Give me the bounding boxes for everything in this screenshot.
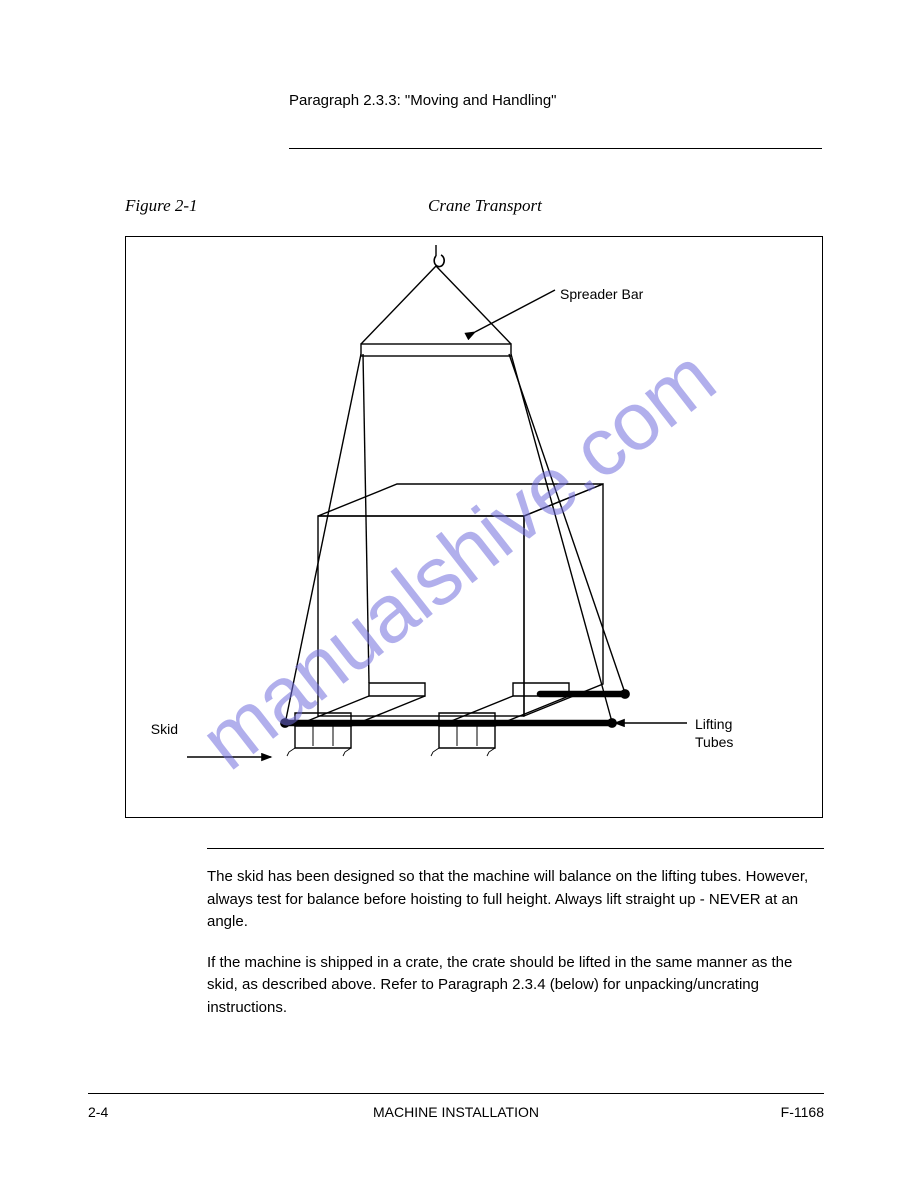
footer-right: F-1168 [781, 1104, 824, 1120]
footer-center: MACHINE INSTALLATION [88, 1104, 824, 1120]
label-lifting-tubes: LiftingTubes [695, 716, 733, 751]
header-caption: Paragraph 2.3.3: "Moving and Handling" [289, 92, 822, 109]
label-skid: Skid [130, 721, 178, 739]
body-para-1: The skid has been designed so that the m… [207, 866, 824, 934]
page: Paragraph 2.3.3: "Moving and Handling" F… [0, 0, 918, 1188]
figure-title: Crane Transport [428, 196, 542, 216]
figure-number: Figure 2-1 [125, 196, 198, 216]
body-text: The skid has been designed so that the m… [207, 866, 824, 1019]
footer-rule [88, 1093, 824, 1094]
body-rule [207, 848, 824, 849]
label-spreader-bar: Spreader Bar [560, 286, 643, 302]
body-para-2: If the machine is shipped in a crate, th… [207, 952, 824, 1020]
header-rule [289, 148, 822, 149]
